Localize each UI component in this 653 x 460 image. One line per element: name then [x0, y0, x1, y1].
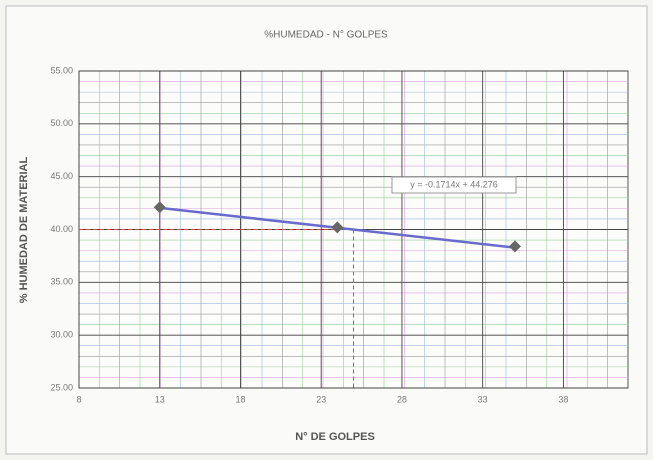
x-tick-label: 23	[316, 394, 326, 404]
data-point	[331, 221, 344, 234]
data-point	[153, 201, 166, 214]
x-axis-title: N° DE GOLPES	[295, 431, 375, 443]
y-tick-label: 35.00	[50, 277, 73, 287]
x-tick-label: 13	[155, 394, 165, 404]
y-tick-label: 55.00	[50, 65, 73, 75]
data-point	[508, 240, 521, 253]
y-tick-label: 25.00	[50, 382, 73, 392]
chart-title: %HUMEDAD - N° GOLPES	[264, 30, 388, 41]
trendline-label: y = -0.1714x + 44.276	[410, 179, 498, 189]
y-axis-title: % HUMEDAD DE MATERIAL	[18, 156, 30, 303]
y-tick-label: 40.00	[50, 224, 73, 234]
x-tick-label: 8	[76, 394, 81, 404]
x-tick-label: 18	[235, 394, 245, 404]
x-tick-label: 28	[397, 394, 407, 404]
x-tick-label: 33	[478, 394, 488, 404]
y-tick-label: 30.00	[50, 330, 73, 340]
x-tick-label: 38	[558, 394, 568, 404]
y-tick-label: 50.00	[50, 118, 73, 128]
y-tick-label: 45.00	[50, 171, 73, 181]
trendline-label-box	[391, 176, 517, 194]
